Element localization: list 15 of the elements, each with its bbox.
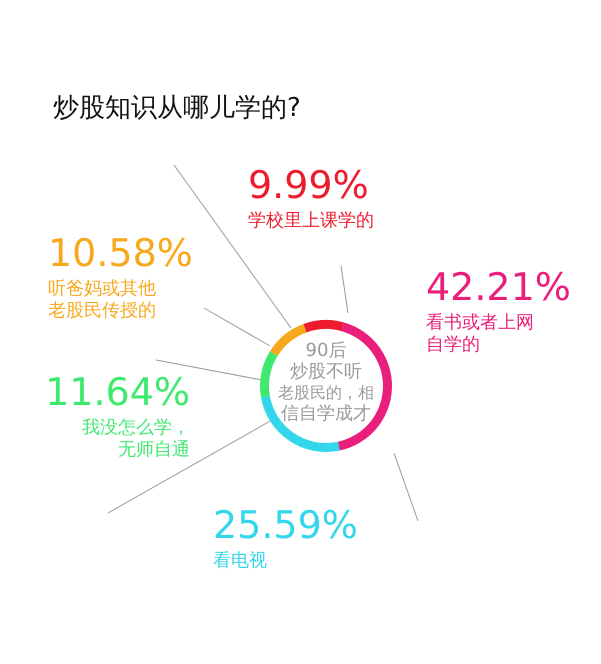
donut-slice xyxy=(260,351,278,398)
slice-label: 我没怎么学，无师自通 xyxy=(82,417,190,460)
slice-label: 学校里上课学的 xyxy=(248,210,374,231)
text: 90后炒股不听老股民的，相信自学成才 xyxy=(278,340,374,424)
slice-label: 听爸妈或其他老股民传授的 xyxy=(48,278,156,321)
data-label: 10.58% xyxy=(48,231,193,275)
slice-label: 看书或者上网自学的 xyxy=(426,312,534,355)
donut-slice xyxy=(270,324,307,356)
donut-slice xyxy=(303,320,344,332)
data-label: 11.64% xyxy=(45,370,190,414)
data-label: 42.21% xyxy=(426,265,571,309)
slice-label: 看电视 xyxy=(213,550,267,571)
chart-title: 炒股知识从哪儿学的? xyxy=(53,93,301,123)
data-label: 9.99% xyxy=(248,163,369,207)
data-label: 25.59% xyxy=(213,503,358,547)
